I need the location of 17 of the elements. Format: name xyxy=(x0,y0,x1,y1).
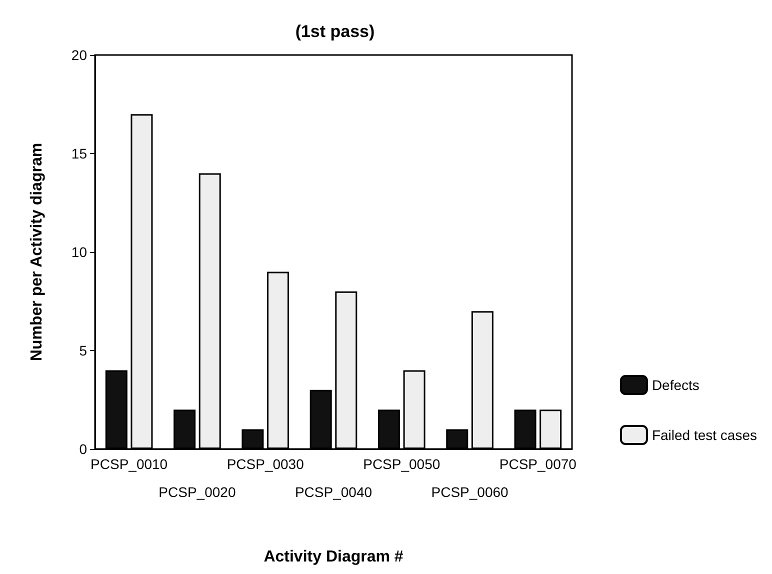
x-tick-label: PCSP_0060 xyxy=(431,484,509,500)
legend-label: Defects xyxy=(652,377,700,393)
x-tick-label: PCSP_0040 xyxy=(294,484,372,500)
y-tick-label: 20 xyxy=(71,47,88,63)
x-tick-label: PCSP_0010 xyxy=(90,456,168,472)
chart-title: (1st pass) xyxy=(295,22,375,41)
x-tick-label: PCSP_0070 xyxy=(499,456,577,472)
x-tick-label: PCSP_0020 xyxy=(158,484,236,500)
y-tick-label: 10 xyxy=(71,244,88,260)
x-tick-label: PCSP_0050 xyxy=(363,456,440,472)
y-tick-label: 15 xyxy=(71,146,88,162)
legend-label: Failed test cases xyxy=(652,427,758,443)
x-tick-label: PCSP_0030 xyxy=(226,456,304,472)
y-tick-label: 0 xyxy=(79,441,88,457)
y-tick-label: 5 xyxy=(79,342,88,358)
y-axis-title: Number per Activity diagram xyxy=(28,142,46,362)
x-axis-title: Activity Diagram # xyxy=(264,548,404,566)
